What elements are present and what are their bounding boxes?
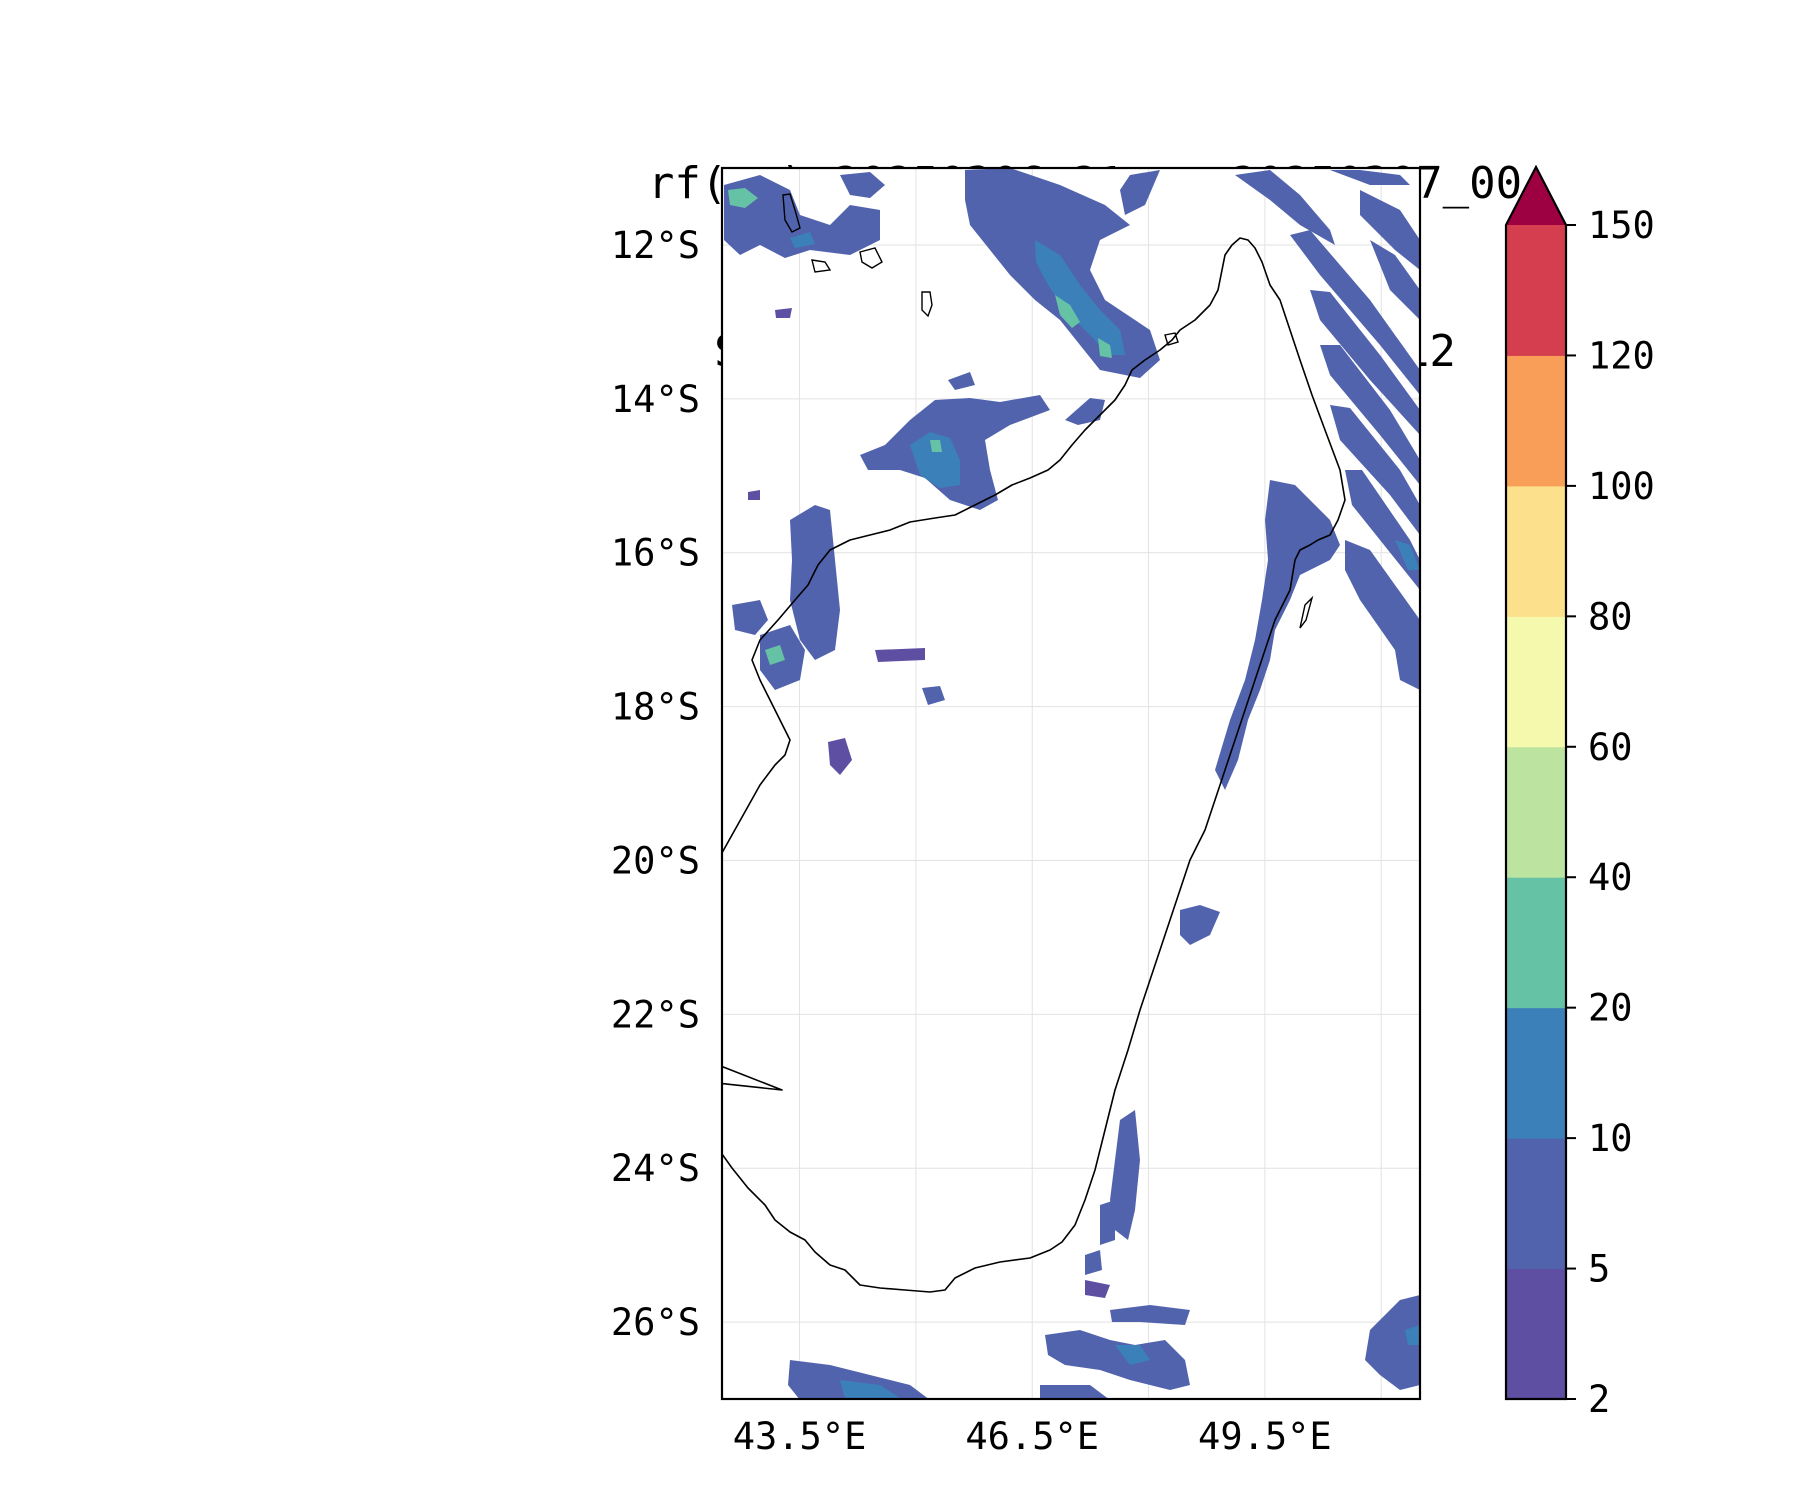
comoros-island bbox=[782, 193, 801, 233]
colorbar-level-label: 40 bbox=[1588, 856, 1633, 899]
rain-band bbox=[1345, 540, 1420, 690]
rain-band bbox=[1235, 170, 1335, 245]
rain-blob bbox=[1085, 1280, 1110, 1298]
comoros-island bbox=[859, 247, 883, 269]
colorbar-segment bbox=[1506, 746, 1566, 878]
rain-area-southeast bbox=[1110, 1110, 1140, 1240]
lon-tick-label: 43.5°E bbox=[733, 1415, 867, 1458]
rain-area-nw bbox=[724, 175, 880, 258]
rain-area-nw-core bbox=[728, 188, 758, 208]
rain-blob bbox=[748, 490, 760, 500]
colorbar-level-label: 2 bbox=[1588, 1378, 1610, 1421]
rain-band bbox=[1330, 405, 1420, 535]
rain-band bbox=[1310, 290, 1420, 435]
rain-area-south-west-core bbox=[840, 1380, 900, 1398]
lat-tick-label: 18°S bbox=[611, 686, 700, 729]
colorbar-segment bbox=[1506, 225, 1566, 356]
rain-streak bbox=[1120, 170, 1160, 215]
colorbar-segment bbox=[1506, 877, 1566, 1009]
lat-tick-label: 22°S bbox=[611, 993, 700, 1036]
rain-area-north-band-mid bbox=[1035, 240, 1125, 355]
rain-band bbox=[1320, 345, 1420, 485]
colorbar-segment bbox=[1506, 1138, 1566, 1270]
lat-tick-label: 24°S bbox=[611, 1147, 700, 1190]
rainfall-shading bbox=[724, 168, 1420, 1399]
rain-blob bbox=[732, 600, 768, 635]
rain-blob bbox=[775, 308, 792, 318]
rain-blob bbox=[1110, 1305, 1190, 1325]
rain-band bbox=[1360, 190, 1420, 270]
rain-blob bbox=[1065, 398, 1105, 425]
colorbar-segment bbox=[1506, 1268, 1566, 1400]
colorbar-segment bbox=[1506, 485, 1566, 617]
rain-area-west-coast bbox=[790, 505, 840, 660]
rain-band bbox=[1330, 170, 1410, 185]
rain-area-se-corner bbox=[1365, 1295, 1420, 1390]
latitude-axis: 12°S 14°S 16°S 18°S 20°S 22°S 24°S 26°S bbox=[611, 224, 700, 1344]
mayotte-island bbox=[921, 291, 933, 318]
map-frame bbox=[720, 166, 1422, 1401]
colorbar-segment bbox=[1506, 1007, 1566, 1139]
lat-tick-label: 14°S bbox=[611, 378, 700, 421]
colorbar-level-label: 5 bbox=[1588, 1248, 1610, 1291]
lon-tick-label: 49.5°E bbox=[1198, 1415, 1332, 1458]
longitude-axis: 43.5°E 46.5°E 49.5°E bbox=[733, 1415, 1332, 1458]
madagascar-coastline bbox=[722, 237, 1346, 1293]
colorbar-segment bbox=[1506, 616, 1566, 748]
colorbar-level-label: 100 bbox=[1588, 465, 1655, 508]
colorbar-segment bbox=[1506, 355, 1566, 487]
rain-area-south-west bbox=[788, 1360, 929, 1399]
rain-blob bbox=[922, 686, 945, 705]
lat-tick-label: 16°S bbox=[611, 532, 700, 575]
rain-area-south bbox=[1045, 1330, 1190, 1390]
rain-area-west-mid bbox=[910, 432, 960, 488]
rain-area-east-coast-2 bbox=[1180, 905, 1220, 945]
lat-tick-label: 12°S bbox=[611, 224, 700, 267]
colorbar-level-label: 80 bbox=[1588, 595, 1633, 638]
colorbar: 2 5 10 20 40 60 80 100 120 150 bbox=[1504, 164, 1655, 1421]
rain-band bbox=[1290, 230, 1420, 395]
colorbar-level-label: 60 bbox=[1588, 726, 1633, 769]
lat-tick-label: 26°S bbox=[611, 1301, 700, 1344]
rain-band-core bbox=[1395, 540, 1420, 570]
rain-area-se-corner-core bbox=[1405, 1325, 1420, 1345]
colorbar-level-label: 20 bbox=[1588, 987, 1633, 1030]
rain-blob bbox=[948, 372, 975, 390]
colorbar-level-label: 150 bbox=[1588, 204, 1655, 247]
rain-area-south-mid bbox=[1040, 1385, 1109, 1399]
rain-blob bbox=[1100, 1200, 1115, 1245]
rain-blob bbox=[875, 648, 925, 662]
colorbar-outline bbox=[1504, 164, 1568, 1401]
rain-band bbox=[1345, 470, 1420, 590]
rain-area-nw-core2 bbox=[790, 232, 815, 248]
rain-band bbox=[1370, 240, 1420, 320]
rain-area-north-band-core2 bbox=[1098, 338, 1112, 358]
rain-blob bbox=[1085, 1250, 1102, 1275]
rain-area-north-band-core bbox=[1055, 295, 1080, 328]
lat-tick-label: 20°S bbox=[611, 839, 700, 882]
rain-blob bbox=[840, 172, 885, 198]
nosy-be-island bbox=[1164, 332, 1179, 346]
rain-area-west-coast-core bbox=[765, 645, 785, 665]
rain-area-south-core bbox=[1115, 1345, 1150, 1365]
colorbar-level-label: 10 bbox=[1588, 1117, 1633, 1160]
colorbar-extend-triangle bbox=[1506, 167, 1566, 225]
lon-tick-label: 46.5°E bbox=[965, 1415, 1099, 1458]
rain-area-east-coast bbox=[1215, 480, 1340, 790]
comoros-island bbox=[811, 259, 832, 273]
rain-area-west-core bbox=[930, 440, 942, 452]
colorbar-level-label: 120 bbox=[1588, 334, 1655, 377]
map-background bbox=[722, 168, 1420, 1399]
rain-blob bbox=[828, 738, 852, 775]
nosy-boraha-island bbox=[1299, 595, 1314, 629]
map-area bbox=[722, 168, 1420, 1399]
